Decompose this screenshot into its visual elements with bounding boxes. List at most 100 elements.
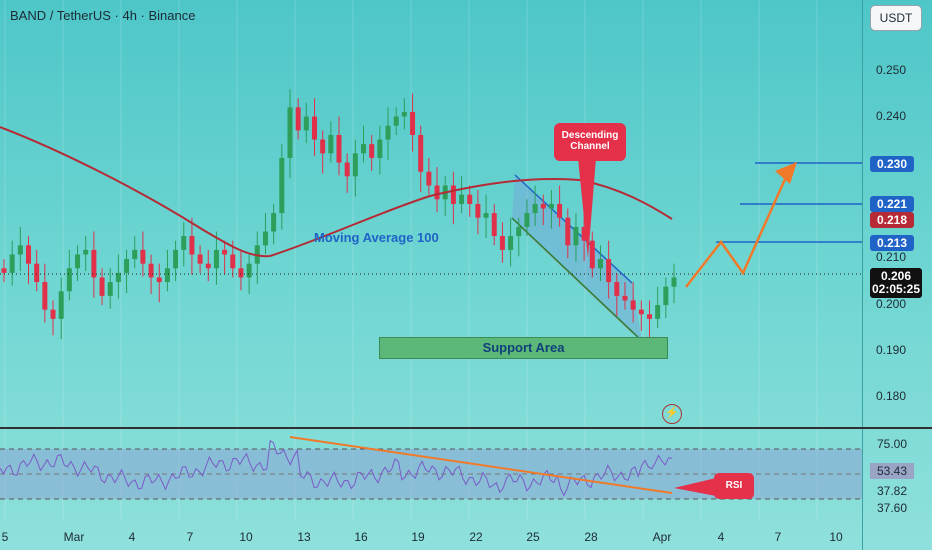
candle-body (589, 240, 595, 269)
candle-body (450, 185, 456, 204)
candle-body (597, 259, 603, 269)
last-price-badge: 0.206 02:05:25 (870, 268, 922, 298)
candle-body (328, 134, 334, 154)
callout-line-1: Descending (561, 130, 619, 141)
ma-value-badge: 0.218 (870, 212, 914, 228)
candle-body (410, 111, 416, 135)
rsi-trendline (289, 436, 673, 494)
x-tick: 4 (717, 530, 725, 544)
candle-body (499, 236, 505, 250)
candle-body (524, 213, 530, 227)
rsi-tick: 37.60 (876, 501, 908, 515)
candle-body (532, 203, 538, 214)
flash-icon[interactable]: ⚡ (662, 404, 682, 424)
candle-body (42, 282, 48, 310)
bar-countdown: 02:05:25 (871, 282, 921, 296)
candle-body (426, 171, 432, 186)
chart-title: BAND / TetherUS · 4h · Binance (10, 8, 196, 23)
x-tick: 25 (526, 530, 540, 544)
candle-body (50, 309, 56, 319)
candle-body (17, 245, 23, 255)
candle-body (646, 314, 652, 319)
candle-body (9, 254, 15, 273)
rsi-callout-pointer (674, 478, 716, 496)
candle-body (377, 139, 383, 158)
rsi-tick: 75.00 (876, 437, 908, 451)
candle-body (303, 116, 309, 131)
price-axis-separator (862, 0, 863, 550)
candle-body (66, 268, 72, 292)
candle-body (34, 263, 40, 283)
rsi-current-badge: 53.43 (870, 463, 914, 479)
candle-body (262, 231, 268, 246)
candle-body (238, 268, 244, 278)
callout-pointer (578, 158, 596, 258)
candle-body (287, 107, 293, 158)
candle-body (401, 111, 407, 117)
x-tick: 4 (128, 530, 136, 544)
candle-body (491, 213, 497, 237)
candle-body (622, 295, 628, 301)
candle-body (418, 134, 424, 172)
projection-path (685, 167, 792, 288)
descending-channel-callout[interactable]: Descending Channel (554, 123, 626, 161)
currency-button[interactable]: USDT (870, 5, 922, 31)
candle-body (279, 157, 285, 214)
channel-fill (512, 175, 642, 341)
candle-body (295, 107, 301, 131)
candle-body (393, 116, 399, 126)
candle-body (336, 134, 342, 163)
candle-body (230, 254, 236, 269)
candle-body (26, 245, 32, 264)
support-area[interactable]: Support Area (379, 337, 668, 359)
candle-body (663, 286, 669, 306)
candle-body (361, 144, 367, 154)
candle-body (115, 272, 121, 283)
candle-body (99, 277, 105, 296)
rsi-tick: 37.82 (876, 484, 908, 498)
candle-body (83, 249, 89, 255)
candle-body (630, 300, 636, 310)
candle-body (148, 263, 154, 278)
candle-body (320, 139, 326, 154)
x-tick: 19 (411, 530, 425, 544)
candle-body (164, 268, 170, 283)
candle-body (58, 291, 64, 319)
x-tick: 10 (239, 530, 253, 544)
callout-line-2: Channel (570, 141, 610, 152)
candle-body (540, 203, 546, 209)
y-tick: 0.200 (876, 297, 907, 311)
level-badge-230: 0.230 (870, 156, 914, 172)
moving-average-line (0, 126, 673, 258)
x-tick: 7 (186, 530, 194, 544)
candle-body (1, 268, 7, 273)
candle-body (107, 282, 113, 296)
candle-body (638, 309, 644, 315)
candle-body (246, 263, 252, 278)
x-tick: 28 (584, 530, 598, 544)
x-tick: 5 (1, 530, 9, 544)
moving-average-label: Moving Average 100 (314, 230, 439, 245)
rsi-pane-separator[interactable] (0, 427, 932, 429)
candle-body (655, 305, 661, 319)
candle-body (124, 259, 130, 273)
candle-body (565, 217, 571, 246)
projection-arrowhead (775, 162, 797, 184)
rsi-callout[interactable]: RSI (714, 473, 754, 499)
candle-body (369, 144, 375, 158)
candle-body (352, 153, 358, 177)
y-tick: 0.210 (876, 250, 907, 264)
candle-body (573, 226, 579, 246)
candle-body (548, 203, 554, 209)
candle-body (614, 282, 620, 296)
y-tick: 0.250 (876, 63, 907, 77)
candle-body (467, 194, 473, 204)
x-tick: 22 (469, 530, 483, 544)
candle-body (213, 249, 219, 269)
candle-body (132, 249, 138, 260)
y-tick: 0.180 (876, 389, 907, 403)
level-badge-221: 0.221 (870, 196, 914, 212)
candle-body (475, 203, 481, 218)
